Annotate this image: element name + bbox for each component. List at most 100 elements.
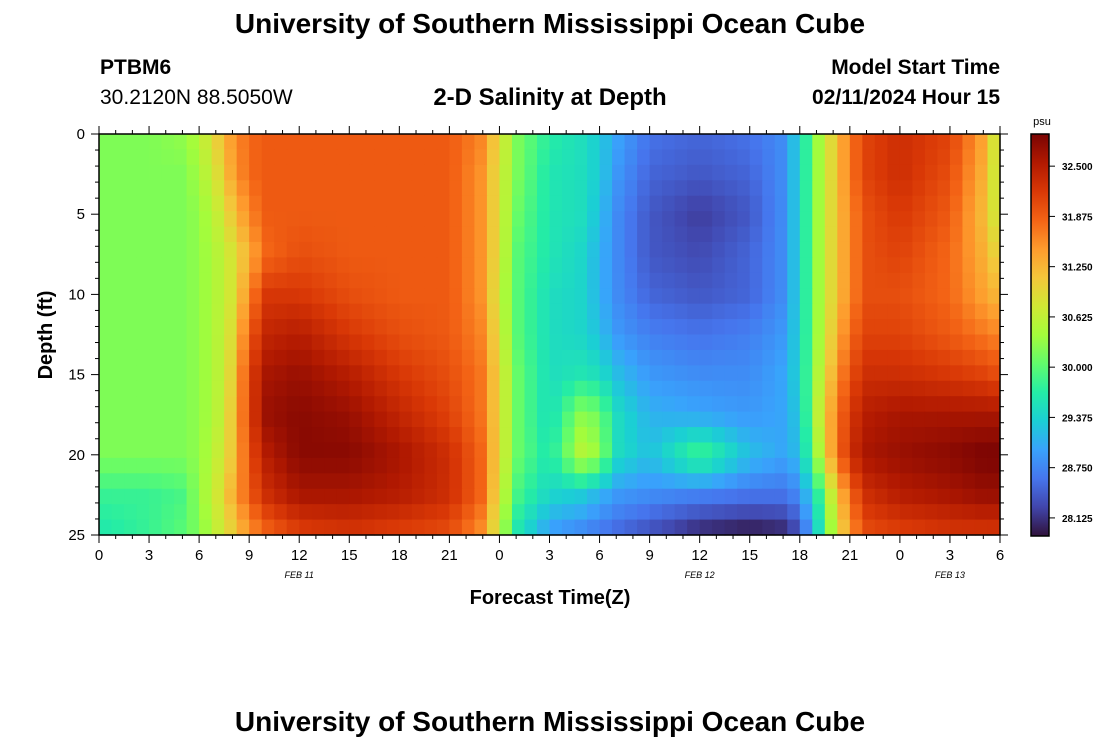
heatmap-cell — [637, 149, 651, 166]
heatmap-cell — [311, 195, 325, 212]
heatmap-cell — [336, 149, 350, 166]
heatmap-cell — [912, 319, 926, 336]
heatmap-cell — [599, 149, 613, 166]
heatmap-cell — [587, 442, 601, 459]
heatmap-cell — [874, 241, 888, 258]
heatmap-cell — [937, 149, 951, 166]
heatmap-cell — [587, 319, 601, 336]
heatmap-cell — [812, 303, 826, 320]
heatmap-cell — [937, 303, 951, 320]
heatmap-cell — [712, 380, 726, 397]
heatmap-cell — [912, 134, 926, 151]
heatmap-cell — [186, 226, 200, 243]
heatmap-cell — [887, 411, 901, 428]
chart-title: University of Southern Mississippi Ocean… — [234, 8, 866, 39]
heatmap-cell — [899, 195, 913, 212]
heatmap-cell — [186, 241, 200, 258]
heatmap-cell — [449, 288, 463, 305]
heatmap-cell — [912, 334, 926, 351]
x-tick-label: 3 — [946, 547, 954, 564]
heatmap-cell — [524, 180, 538, 197]
heatmap-cell — [424, 473, 438, 490]
heatmap-cell — [699, 164, 713, 181]
heatmap-cell — [336, 134, 350, 151]
heatmap-cell — [624, 427, 638, 444]
heatmap-cell — [724, 504, 738, 521]
heatmap-cell — [937, 365, 951, 382]
heatmap-cell — [587, 257, 601, 274]
heatmap-cell — [211, 504, 225, 521]
heatmap-cell — [862, 272, 876, 289]
heatmap-cell — [224, 427, 238, 444]
heatmap-cell — [486, 427, 501, 444]
heatmap-cell — [336, 380, 350, 397]
heatmap-cell — [99, 488, 113, 505]
x-tick-label: 3 — [545, 547, 553, 564]
heatmap-cell — [874, 365, 888, 382]
heatmap-cell — [186, 211, 200, 228]
heatmap-cell — [474, 396, 488, 413]
heatmap-cell — [774, 257, 788, 274]
heatmap-cell — [136, 380, 150, 397]
heatmap-cell — [136, 241, 150, 258]
heatmap-cell — [111, 473, 125, 490]
heatmap-cell — [887, 488, 901, 505]
heatmap-cell — [436, 457, 450, 474]
heatmap-cell — [849, 149, 863, 166]
heatmap-cell — [612, 519, 626, 536]
heatmap-cell — [612, 457, 626, 474]
heatmap-cell — [887, 288, 901, 305]
heatmap-cell — [712, 427, 726, 444]
heatmap-cell — [887, 195, 901, 212]
heatmap-cell — [749, 427, 763, 444]
heatmap-cell — [824, 488, 838, 505]
heatmap-cell — [536, 442, 551, 459]
heatmap-cell — [224, 149, 238, 166]
heatmap-cell — [536, 488, 551, 505]
heatmap-cell — [899, 226, 913, 243]
heatmap-cell — [562, 241, 576, 258]
heatmap-cell — [474, 442, 488, 459]
heatmap-cell — [887, 457, 901, 474]
heatmap-cell — [874, 164, 888, 181]
heatmap-cell — [899, 334, 913, 351]
heatmap-cell — [687, 149, 701, 166]
heatmap-cell — [411, 303, 425, 320]
x-tick-label: 3 — [145, 547, 153, 564]
heatmap-cell — [161, 519, 175, 536]
heatmap-cell — [399, 134, 413, 151]
heatmap-cell — [724, 164, 738, 181]
heatmap-cell — [424, 365, 438, 382]
heatmap-cell — [862, 180, 876, 197]
heatmap-cell — [699, 365, 713, 382]
heatmap-cell — [174, 257, 188, 274]
heatmap-cell — [536, 211, 551, 228]
heatmap-cell — [674, 380, 688, 397]
heatmap-cell — [687, 380, 701, 397]
heatmap-cell — [562, 504, 576, 521]
heatmap-cell — [299, 411, 313, 428]
heatmap-cell — [774, 149, 788, 166]
heatmap-cell — [774, 319, 788, 336]
heatmap-cell — [136, 396, 150, 413]
heatmap-cell — [924, 303, 939, 320]
heatmap-cell — [99, 272, 113, 289]
heatmap-cell — [849, 303, 863, 320]
heatmap-cell — [624, 473, 638, 490]
heatmap-cell — [374, 211, 388, 228]
heatmap-cell — [662, 211, 676, 228]
heatmap-cell — [974, 411, 989, 428]
heatmap-cell — [749, 519, 763, 536]
heatmap-cell — [349, 519, 363, 536]
heatmap-cell — [624, 241, 638, 258]
heatmap-cell — [699, 241, 713, 258]
heatmap-cell — [199, 519, 213, 536]
heatmap-cell — [436, 241, 450, 258]
heatmap-cell — [924, 473, 939, 490]
heatmap-cell — [599, 226, 613, 243]
heatmap-cell — [224, 488, 238, 505]
heatmap-cell — [962, 272, 976, 289]
heatmap-cell — [286, 195, 300, 212]
heatmap-cell — [199, 241, 213, 258]
heatmap-cell — [774, 272, 788, 289]
